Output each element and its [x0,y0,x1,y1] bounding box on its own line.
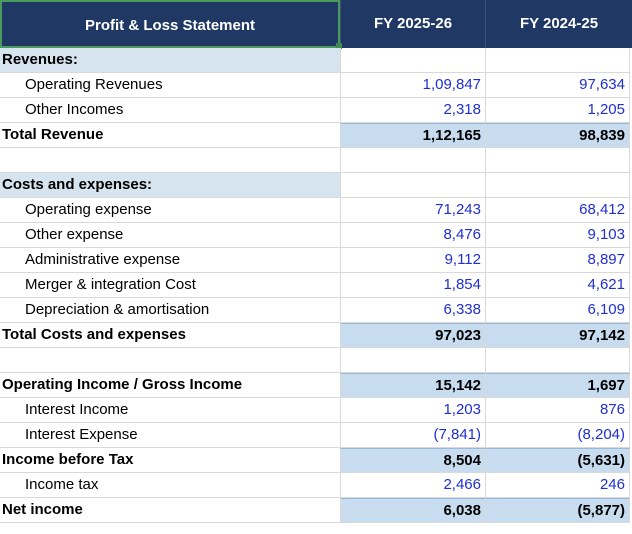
value-cell-fy2024[interactable]: 97,142 [485,323,630,348]
label-cell[interactable] [0,148,340,173]
title-cell[interactable]: Profit & Loss Statement [0,0,340,48]
row-operating-expense: Operating expense 71,243 68,412 [0,198,632,223]
row-total-costs: Total Costs and expenses 97,023 97,142 [0,323,632,348]
row-merger-integration-cost: Merger & integration Cost 1,854 4,621 [0,273,632,298]
label-cell[interactable] [0,348,340,373]
label-cell[interactable]: Total Revenue [0,123,340,148]
row-income-tax: Income tax 2,466 246 [0,473,632,498]
value-cell-fy2024[interactable]: (5,877) [485,498,630,523]
label-cell[interactable]: Costs and expenses: [0,173,340,198]
row-other-incomes: Other Incomes 2,318 1,205 [0,98,632,123]
value-cell-fy2024[interactable]: 68,412 [485,198,630,223]
label-cell[interactable]: Operating expense [0,198,340,223]
value-cell-fy2024[interactable]: (8,204) [485,423,630,448]
row-interest-income: Interest Income 1,203 876 [0,398,632,423]
value-cell-fy2025[interactable]: 6,038 [340,498,485,523]
row-blank [0,348,632,373]
value-cell-fy2025[interactable]: 2,466 [340,473,485,498]
value-cell-fy2025[interactable] [340,173,485,198]
label-cell[interactable]: Administrative expense [0,248,340,273]
value-cell-fy2024[interactable] [485,173,630,198]
row-blank [0,148,632,173]
value-cell-fy2025[interactable]: 1,203 [340,398,485,423]
value-cell-fy2025[interactable]: 6,338 [340,298,485,323]
value-cell-fy2024[interactable]: 1,205 [485,98,630,123]
value-cell-fy2025[interactable]: 2,318 [340,98,485,123]
value-cell-fy2024[interactable]: 4,621 [485,273,630,298]
value-cell-fy2025[interactable]: 97,023 [340,323,485,348]
label-cell[interactable]: Other expense [0,223,340,248]
row-administrative-expense: Administrative expense 9,112 8,897 [0,248,632,273]
value-cell-fy2024[interactable]: 98,839 [485,123,630,148]
value-cell-fy2025[interactable] [340,348,485,373]
value-cell-fy2024[interactable]: 9,103 [485,223,630,248]
value-cell-fy2025[interactable]: 9,112 [340,248,485,273]
value-cell-fy2024[interactable]: 246 [485,473,630,498]
value-cell-fy2025[interactable]: 1,854 [340,273,485,298]
label-cell[interactable]: Total Costs and expenses [0,323,340,348]
value-cell-fy2025[interactable] [340,148,485,173]
label-cell[interactable]: Other Incomes [0,98,340,123]
label-cell[interactable]: Revenues: [0,48,340,73]
value-cell-fy2025[interactable]: 15,142 [340,373,485,398]
label-cell[interactable]: Operating Revenues [0,73,340,98]
value-cell-fy2025[interactable]: 71,243 [340,198,485,223]
row-operating-income: Operating Income / Gross Income 15,142 1… [0,373,632,398]
label-cell[interactable]: Net income [0,498,340,523]
fill-handle[interactable] [336,43,342,49]
label-cell[interactable]: Merger & integration Cost [0,273,340,298]
value-cell-fy2024[interactable]: 8,897 [485,248,630,273]
label-cell[interactable]: Income tax [0,473,340,498]
row-revenues-heading: Revenues: [0,48,632,73]
value-cell-fy2024[interactable] [485,48,630,73]
row-operating-revenues: Operating Revenues 1,09,847 97,634 [0,73,632,98]
value-cell-fy2025[interactable]: 8,476 [340,223,485,248]
value-cell-fy2024[interactable]: 876 [485,398,630,423]
row-total-revenue: Total Revenue 1,12,165 98,839 [0,123,632,148]
header-row: Profit & Loss Statement FY 2025-26 FY 20… [0,0,632,49]
value-cell-fy2024[interactable]: 6,109 [485,298,630,323]
row-net-income: Net income 6,038 (5,877) [0,498,632,523]
column-header-fy2024-25[interactable]: FY 2024-25 [485,0,632,48]
row-income-before-tax: Income before Tax 8,504 (5,631) [0,448,632,473]
value-cell-fy2024[interactable] [485,348,630,373]
label-cell[interactable]: Operating Income / Gross Income [0,373,340,398]
row-costs-heading: Costs and expenses: [0,173,632,198]
value-cell-fy2025[interactable]: (7,841) [340,423,485,448]
row-other-expense: Other expense 8,476 9,103 [0,223,632,248]
row-depreciation-amortisation: Depreciation & amortisation 6,338 6,109 [0,298,632,323]
label-cell[interactable]: Income before Tax [0,448,340,473]
value-cell-fy2025[interactable]: 1,12,165 [340,123,485,148]
value-cell-fy2025[interactable]: 8,504 [340,448,485,473]
value-cell-fy2024[interactable]: 1,697 [485,373,630,398]
label-cell[interactable]: Depreciation & amortisation [0,298,340,323]
value-cell-fy2025[interactable]: 1,09,847 [340,73,485,98]
label-cell[interactable]: Interest Income [0,398,340,423]
value-cell-fy2025[interactable] [340,48,485,73]
value-cell-fy2024[interactable]: (5,631) [485,448,630,473]
label-cell[interactable]: Interest Expense [0,423,340,448]
column-header-fy2025-26[interactable]: FY 2025-26 [340,0,485,48]
row-interest-expense: Interest Expense (7,841) (8,204) [0,423,632,448]
value-cell-fy2024[interactable]: 97,634 [485,73,630,98]
value-cell-fy2024[interactable] [485,148,630,173]
